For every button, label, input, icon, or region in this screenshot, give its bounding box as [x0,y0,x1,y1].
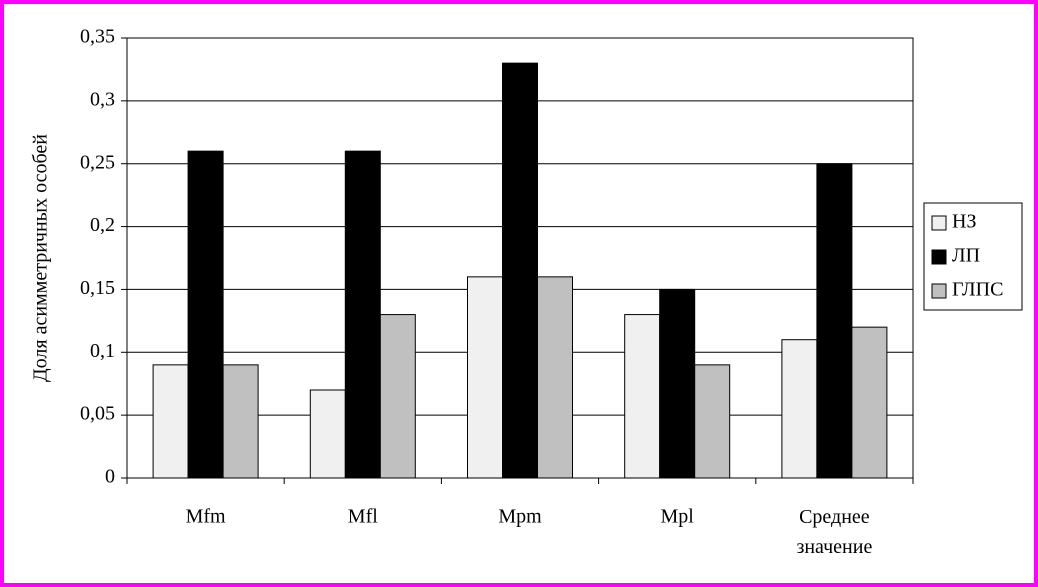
bar [624,314,661,479]
y-tick-label: 0,25 [80,151,115,173]
bar [344,150,381,479]
bar [309,389,346,479]
x-tick-label: Mfl [348,506,378,528]
bar [816,163,853,479]
x-tick-label: Mpl [661,506,695,528]
legend-swatch [931,215,947,231]
y-tick-label: 0 [105,466,115,488]
legend-label: НЗ [952,211,976,233]
y-tick-label: 0,15 [80,277,115,299]
y-tick-label: 0,3 [90,88,115,110]
legend-swatch [931,283,947,299]
bar [659,288,696,479]
bar [537,276,573,479]
bar [222,364,259,479]
y-axis-label: Доля асимметричных особей [30,134,52,382]
x-tick-label: Mpm [498,506,542,528]
x-tick-label: Среднее значение [796,506,872,558]
bar [502,62,538,479]
bar [694,364,731,479]
x-tick-label: Mfm [186,506,226,528]
legend-swatch [931,249,947,265]
legend-label: ЛП [952,245,980,267]
bar [152,364,189,479]
bar [851,326,888,479]
y-tick-label: 0,35 [80,26,115,48]
y-tick-label: 0,2 [90,214,115,236]
y-tick-label: 0,05 [80,403,115,425]
bar [379,314,416,479]
y-tick-label: 0,1 [90,340,115,362]
bar [467,276,503,479]
bar [187,150,224,479]
bar [781,339,818,479]
legend-label: ГЛПС [952,279,1003,301]
